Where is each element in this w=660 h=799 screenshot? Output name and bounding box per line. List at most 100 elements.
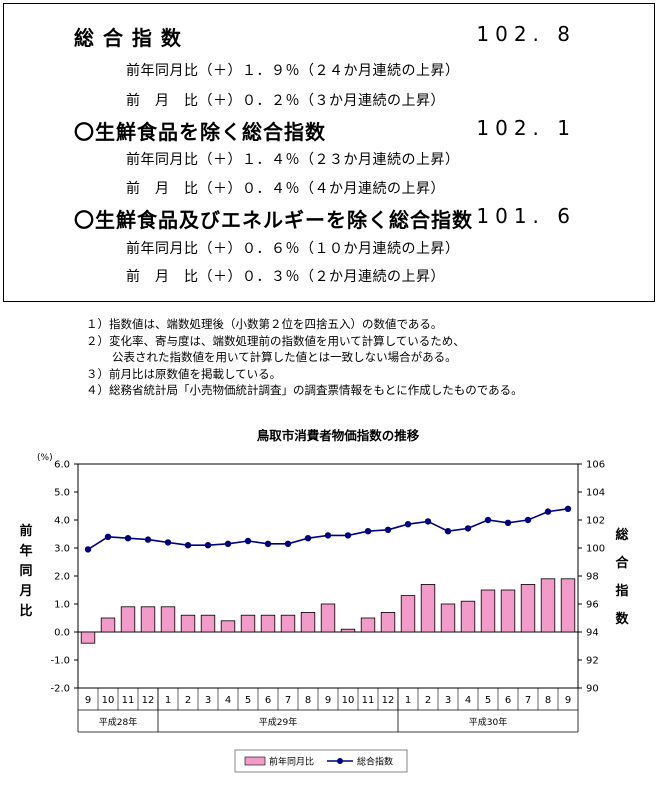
index-point	[464, 525, 472, 532]
index-point	[404, 521, 412, 528]
category-label: 8	[305, 695, 311, 706]
bar	[480, 589, 496, 633]
index-point	[504, 519, 512, 526]
right-tick-label: 90	[586, 684, 599, 695]
legend-bar-label: 前年同月比	[269, 756, 314, 768]
right-tick-label: 100	[586, 544, 605, 555]
total-index-label: 総 合 指 数	[74, 26, 182, 50]
bar	[360, 617, 376, 633]
index-point	[324, 532, 332, 539]
legend-line-marker	[337, 758, 343, 764]
category-label: 10	[342, 695, 355, 706]
category-label: 8	[545, 695, 551, 706]
index-point	[264, 540, 272, 547]
bar	[340, 628, 356, 633]
left-tick-label: 2.0	[54, 572, 70, 583]
bar	[380, 611, 396, 633]
category-label: 9	[325, 695, 331, 706]
summary-box: 総 合 指 数 102. 8 前年同月比（＋）１．９％（２４か月連続の上昇） 前…	[3, 3, 655, 302]
bar	[140, 606, 156, 633]
left-axis-unit: (%)	[37, 453, 53, 463]
corecore-index-label: 〇生鮮食品及びエネルギーを除く総合指数	[74, 208, 473, 232]
category-label: 1	[165, 695, 171, 706]
notes: １）指数値は、端数処理後（小数第２位を四捨五入）の数値である。 ２）変化率、寄与…	[86, 316, 523, 399]
legend-line-label: 総合指数	[357, 756, 393, 768]
core-index-label: 〇生鮮食品を除く総合指数	[74, 120, 326, 144]
bar	[300, 611, 316, 633]
left-tick-label: 3.0	[54, 544, 70, 555]
right-tick-label: 102	[586, 516, 605, 527]
note-item: ３）前月比は原数値を掲載している。	[86, 366, 282, 381]
note-item: ２）変化率、寄与度は、端数処理前の指数値を用いて計算しているため、	[86, 333, 465, 348]
bar	[120, 606, 136, 633]
year-label: 平成28年	[99, 716, 137, 728]
total-mom-text: 前 月 比（＋）０．２％（３か月連続の上昇）	[126, 93, 445, 109]
index-point	[184, 542, 192, 549]
bar	[220, 620, 236, 633]
index-point	[224, 540, 232, 547]
bar	[280, 614, 296, 633]
bar	[420, 583, 436, 633]
category-label: 5	[245, 695, 251, 706]
index-point	[524, 516, 532, 524]
chart-title: 鳥取市消費者物価指数の推移	[257, 428, 420, 443]
total-index-value: 102. 8	[476, 22, 576, 46]
left-tick-label: 5.0	[54, 488, 70, 499]
category-label: 10	[102, 695, 115, 706]
category-label: 4	[465, 695, 471, 706]
index-point	[364, 528, 372, 535]
right-tick-label: 92	[586, 656, 599, 667]
category-label: 1	[405, 695, 411, 706]
category-label: 11	[362, 695, 375, 706]
left-tick-label: -1.0	[50, 656, 70, 667]
index-point	[564, 505, 572, 512]
left-tick-label: -2.0	[50, 684, 70, 695]
index-point	[84, 546, 92, 553]
right-tick-label: 106	[586, 460, 605, 471]
right-tick-label: 104	[586, 488, 605, 499]
bar	[440, 603, 456, 633]
note-item: 公表された指数値を用いて計算した値とは一致しない場合がある。	[112, 350, 457, 365]
index-line	[87, 508, 569, 551]
total-yoy-text: 前年同月比（＋）１．９％（２４か月連続の上昇）	[126, 63, 460, 79]
category-label: 3	[445, 695, 451, 706]
index-point	[104, 533, 112, 540]
index-point	[144, 536, 152, 543]
index-point	[124, 535, 132, 542]
left-tick-label: 1.0	[54, 600, 70, 611]
category-label: 3	[205, 695, 211, 706]
bar	[520, 583, 536, 633]
index-point	[544, 508, 552, 515]
category-label: 5	[485, 695, 491, 706]
right-tick-label: 94	[586, 628, 599, 639]
bar	[100, 617, 116, 633]
category-label: 9	[565, 695, 571, 706]
year-label: 平成30年	[469, 716, 507, 728]
bar	[320, 603, 336, 633]
bar	[180, 614, 196, 633]
index-point	[164, 539, 172, 546]
bar	[260, 614, 276, 633]
bar	[400, 595, 416, 633]
index-point	[424, 518, 432, 525]
category-label: 12	[142, 695, 155, 706]
index-point	[444, 528, 452, 535]
right-tick-label: 96	[586, 600, 599, 611]
category-label: 6	[265, 695, 271, 706]
index-point	[244, 537, 252, 545]
index-point	[344, 532, 352, 539]
left-axis-label: 前年同月比	[19, 524, 33, 619]
category-label: 12	[382, 695, 395, 706]
bar	[460, 600, 476, 633]
corecore-yoy-text: 前年同月比（＋）０．６％（１０か月連続の上昇）	[126, 241, 460, 257]
core-index-value: 102. 1	[476, 116, 576, 140]
bar	[200, 614, 216, 633]
note-item: １）指数値は、端数処理後（小数第２位を四捨五入）の数値である。	[86, 317, 443, 331]
legend-bar-swatch	[244, 756, 266, 766]
bar	[540, 578, 556, 633]
corecore-mom-text: 前 月 比（＋）０．３％（２か月連続の上昇）	[126, 269, 445, 285]
legend-box	[234, 749, 408, 773]
category-label: 7	[285, 695, 291, 706]
category-label: 6	[505, 695, 511, 706]
left-tick-label: 4.0	[54, 516, 70, 527]
